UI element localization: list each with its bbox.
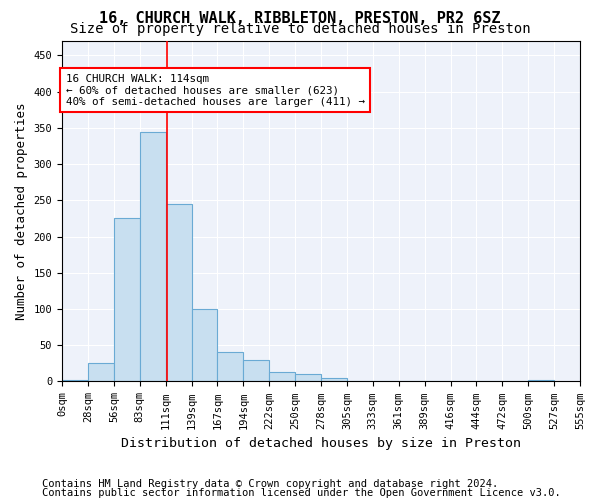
Bar — [217, 352, 244, 382]
Bar — [269, 372, 295, 382]
Text: 16, CHURCH WALK, RIBBLETON, PRESTON, PR2 6SZ: 16, CHURCH WALK, RIBBLETON, PRESTON, PR2… — [99, 11, 501, 26]
Text: Size of property relative to detached houses in Preston: Size of property relative to detached ho… — [70, 22, 530, 36]
Text: Contains HM Land Registry data © Crown copyright and database right 2024.: Contains HM Land Registry data © Crown c… — [42, 479, 498, 489]
Text: Contains public sector information licensed under the Open Government Licence v3: Contains public sector information licen… — [42, 488, 561, 498]
Bar — [295, 374, 321, 382]
Bar — [140, 132, 166, 382]
Bar — [528, 380, 554, 382]
Bar — [321, 378, 347, 382]
Y-axis label: Number of detached properties: Number of detached properties — [15, 102, 28, 320]
Bar — [88, 364, 114, 382]
X-axis label: Distribution of detached houses by size in Preston: Distribution of detached houses by size … — [121, 437, 521, 450]
Bar — [191, 309, 217, 382]
Text: 16 CHURCH WALK: 114sqm
← 60% of detached houses are smaller (623)
40% of semi-de: 16 CHURCH WALK: 114sqm ← 60% of detached… — [66, 74, 365, 107]
Bar — [114, 218, 140, 382]
Bar — [166, 204, 191, 382]
Bar — [62, 380, 88, 382]
Bar — [244, 360, 269, 382]
